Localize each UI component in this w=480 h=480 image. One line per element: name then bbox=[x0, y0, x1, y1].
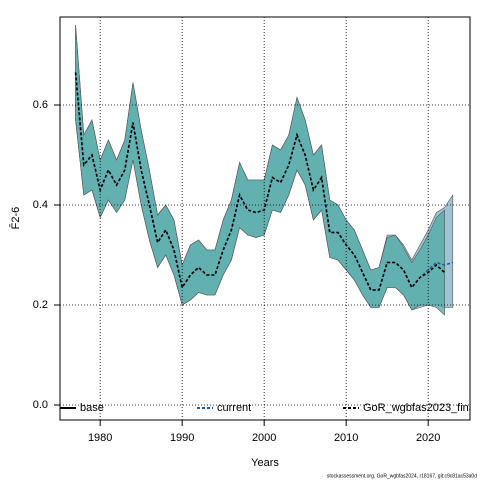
plot-area: base current GoR_wgbfas2023_final bbox=[60, 24, 477, 414]
legend-label: base bbox=[80, 402, 104, 414]
legend-label: current bbox=[217, 402, 251, 414]
x-tick-label: 2010 bbox=[334, 432, 358, 444]
footer: stockassessment.org, GoR_wgbfas2024, r18… bbox=[327, 473, 477, 479]
x-tick-label: 1980 bbox=[88, 432, 112, 444]
y-tick-label: 0.4 bbox=[33, 199, 48, 211]
x-tick-label: 1990 bbox=[170, 432, 194, 444]
y-axis-label: F̄2-6 bbox=[9, 207, 22, 230]
confidence-band bbox=[75, 24, 445, 316]
x-tick-label: 2000 bbox=[252, 432, 276, 444]
y-tick-label: 0.6 bbox=[33, 99, 48, 111]
series-line bbox=[74, 72, 446, 291]
legend-label: GoR_wgbfas2023_final bbox=[363, 402, 477, 414]
x-tick-label: 2020 bbox=[416, 432, 440, 444]
y-tick-label: 0.2 bbox=[33, 299, 48, 311]
y-tick-label: 0.0 bbox=[33, 399, 48, 411]
x-axis-label: Years bbox=[251, 457, 279, 469]
plot-frame bbox=[59, 16, 471, 421]
